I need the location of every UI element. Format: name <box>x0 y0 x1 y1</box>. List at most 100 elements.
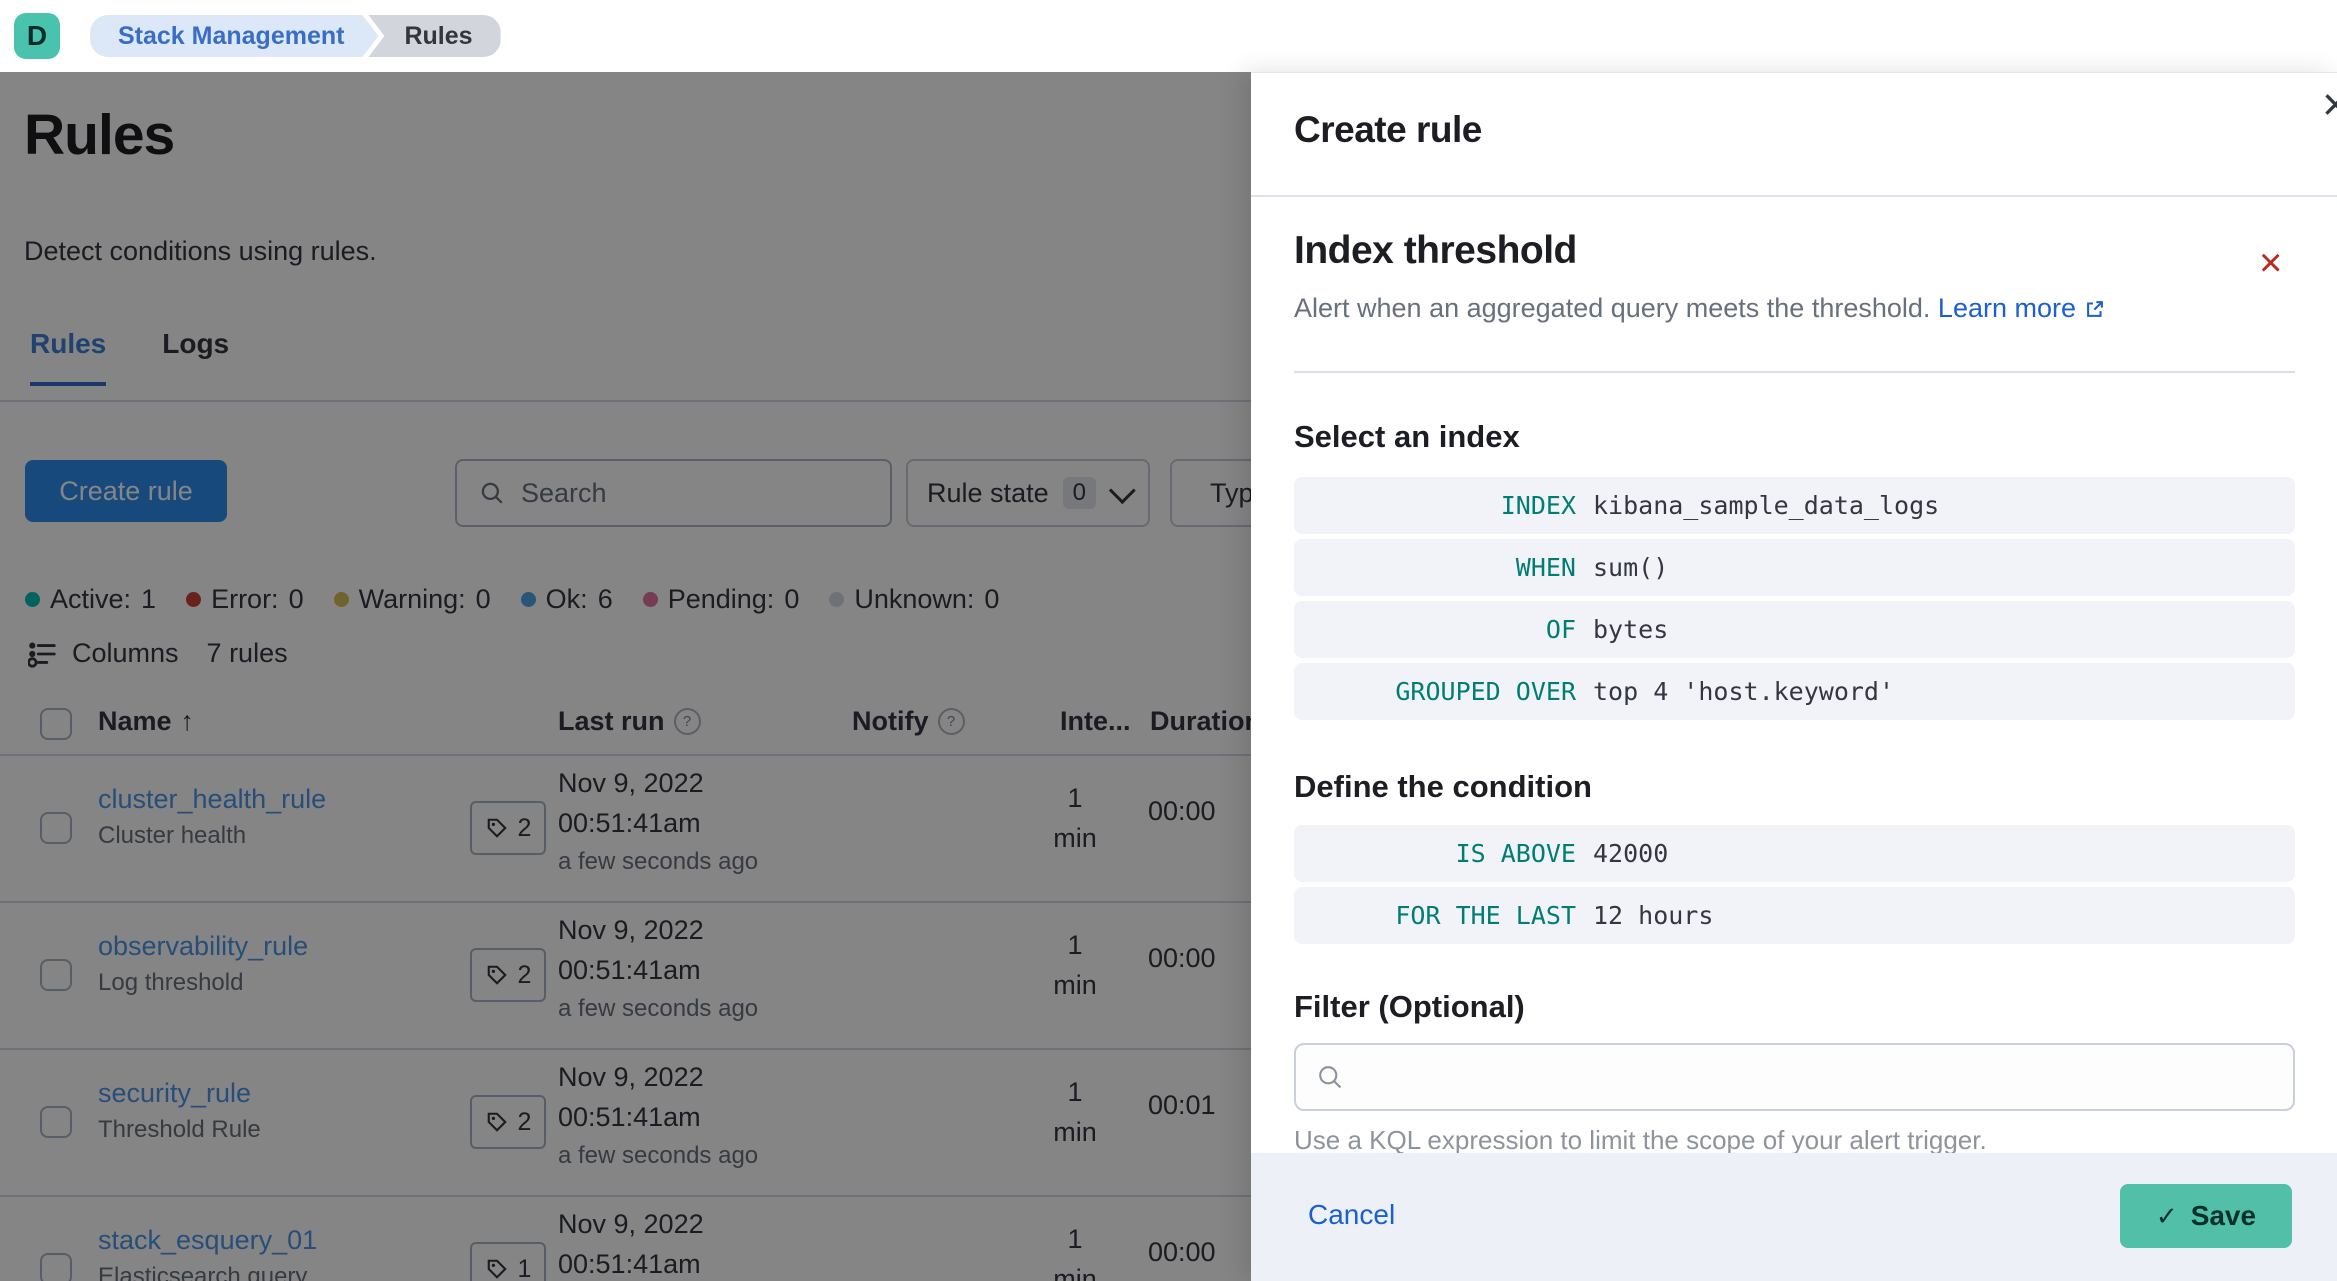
rules-search-box <box>455 459 892 527</box>
interval-unit: min <box>1053 970 1097 1000</box>
expression-when[interactable]: WHEN sum() <box>1294 539 2295 596</box>
column-header-duration[interactable]: Duration? <box>1150 706 1297 737</box>
rule-type-description: Alert when an aggregated query meets the… <box>1294 293 2106 324</box>
table-row: security_rule Threshold Rule 2 Nov 9, 20… <box>0 1048 1260 1197</box>
table-row: cluster_health_rule Cluster health 2 Nov… <box>0 754 1260 903</box>
learn-more-link[interactable]: Learn more <box>1937 293 2076 323</box>
rule-status-counts: Active: 1 Error: 0 Warning: 0 Ok: 6 Pending:… <box>25 584 999 615</box>
column-header-last-run[interactable]: Last run? <box>558 706 701 737</box>
page-title: Rules <box>24 103 175 167</box>
create-rule-button[interactable]: Create rule <box>25 460 227 522</box>
expression-value: 42000 <box>1593 839 1669 868</box>
interval-unit: min <box>1053 1117 1097 1147</box>
column-header-label: Inte... <box>1060 706 1131 736</box>
last-run-date: Nov 9, 2022 <box>558 915 704 945</box>
search-input[interactable] <box>519 476 853 510</box>
rule-name-link[interactable]: cluster_health_rule <box>98 784 327 814</box>
status-pending: Pending: 0 <box>642 584 800 615</box>
rule-type-label: Cluster health <box>98 822 247 849</box>
create-rule-flyout: × Create rule Index threshold × Alert wh… <box>1251 72 2337 1281</box>
page-tabs: Rules Logs <box>30 328 285 386</box>
tab-rules[interactable]: Rules <box>30 328 107 386</box>
breadcrumb-stack-management[interactable]: Stack Management <box>90 15 378 57</box>
rule-state-label: Rule state <box>927 477 1049 508</box>
status-ok: Ok: 6 <box>520 584 613 615</box>
select-index-heading: Select an index <box>1294 419 1520 454</box>
expression-value: bytes <box>1593 615 1669 644</box>
interval-cell: 1 min <box>1040 1072 1110 1152</box>
status-label: Ok: <box>545 584 588 614</box>
tab-logs[interactable]: Logs <box>162 328 230 359</box>
rule-name-link[interactable]: stack_esquery_01 <box>98 1225 318 1255</box>
status-unknown: Unknown: 0 <box>829 584 999 615</box>
row-checkbox[interactable] <box>40 1253 72 1281</box>
tags-badge[interactable]: 2 <box>470 948 546 1002</box>
page-description: Detect conditions using rules. <box>24 236 377 266</box>
row-checkbox[interactable] <box>40 959 72 991</box>
select-all-checkbox[interactable] <box>40 708 72 740</box>
cancel-button[interactable]: Cancel <box>1308 1199 1396 1230</box>
rule-type-heading: Index threshold <box>1294 229 1577 272</box>
columns-button[interactable]: Columns <box>72 638 179 668</box>
status-error: Error: 0 <box>186 584 304 615</box>
expression-keyword: IS ABOVE <box>1455 839 1576 868</box>
status-value: 0 <box>784 584 800 614</box>
expression-index[interactable]: INDEX kibana_sample_data_logs <box>1294 477 2295 534</box>
tag-count: 2 <box>517 1107 532 1136</box>
kql-filter-input[interactable] <box>1344 1044 2293 1110</box>
interval-cell: 1 min <box>1040 1219 1110 1281</box>
close-icon[interactable]: × <box>2322 78 2337 130</box>
last-run-time: 00:51:41am <box>558 1249 701 1279</box>
remove-rule-type-icon[interactable]: × <box>2259 241 2283 285</box>
help-icon: ? <box>937 708 965 735</box>
last-run-date: Nov 9, 2022 <box>558 1209 704 1239</box>
interval-unit: min <box>1053 823 1097 853</box>
tags-badge[interactable]: 1 <box>470 1242 546 1281</box>
filter-heading: Filter (Optional) <box>1294 989 1525 1024</box>
duration-cell: 00:01 <box>1148 1090 1216 1120</box>
column-header-name[interactable]: Name ↑ <box>98 706 194 737</box>
column-header-label: Name <box>98 706 172 736</box>
rule-name-link[interactable]: security_rule <box>98 1078 252 1108</box>
rule-type-label: Threshold Rule <box>98 1116 261 1143</box>
table-header-row: Name ↑ Last run? Notify? Inte... Duration… <box>0 694 1297 756</box>
expression-is-above[interactable]: IS ABOVE 42000 <box>1294 825 2295 882</box>
status-value: 0 <box>475 584 491 614</box>
duration-cell: 00:00 <box>1148 943 1216 973</box>
columns-icon <box>28 641 56 668</box>
row-checkbox[interactable] <box>40 1106 72 1138</box>
status-value: 1 <box>141 584 157 614</box>
expression-keyword: GROUPED OVER <box>1395 677 1576 706</box>
rule-type-label: Log threshold <box>98 969 244 996</box>
flyout-footer: Cancel ✓ Save <box>1251 1153 2337 1281</box>
status-label: Warning: <box>358 584 466 614</box>
expression-keyword: FOR THE LAST <box>1395 901 1576 930</box>
flyout-title: Create rule <box>1294 109 1482 150</box>
unknown-dot <box>829 592 845 607</box>
pending-dot <box>642 592 658 607</box>
interval-cell: 1 min <box>1040 778 1110 858</box>
tags-badge[interactable]: 2 <box>470 1095 546 1149</box>
tags-badge[interactable]: 2 <box>470 801 546 855</box>
interval-value: 1 <box>1067 930 1083 960</box>
expression-value: kibana_sample_data_logs <box>1593 491 1940 520</box>
save-button[interactable]: ✓ Save <box>2120 1184 2292 1248</box>
status-active: Active: 1 <box>25 584 156 615</box>
expression-grouped-over[interactable]: GROUPED OVER top 4 'host.keyword' <box>1294 663 2295 720</box>
column-header-notify[interactable]: Notify? <box>852 706 965 737</box>
user-avatar[interactable]: D <box>14 13 60 59</box>
column-header-label: Last run <box>558 706 665 736</box>
expression-of[interactable]: OF bytes <box>1294 601 2295 658</box>
interval-value: 1 <box>1067 783 1083 813</box>
row-checkbox[interactable] <box>40 812 72 844</box>
expression-for-the-last[interactable]: FOR THE LAST 12 hours <box>1294 887 2295 944</box>
expression-keyword: INDEX <box>1500 491 1576 520</box>
rule-name-link[interactable]: observability_rule <box>98 931 309 961</box>
last-run-relative: a few seconds ago <box>558 1142 759 1169</box>
column-header-interval[interactable]: Inte... <box>1060 706 1131 737</box>
tag-icon <box>487 1259 507 1279</box>
rule-state-filter[interactable]: Rule state 0 <box>906 459 1150 527</box>
status-label: Error: <box>211 584 279 614</box>
rule-state-count-badge: 0 <box>1062 477 1096 509</box>
tag-count: 2 <box>517 813 532 842</box>
